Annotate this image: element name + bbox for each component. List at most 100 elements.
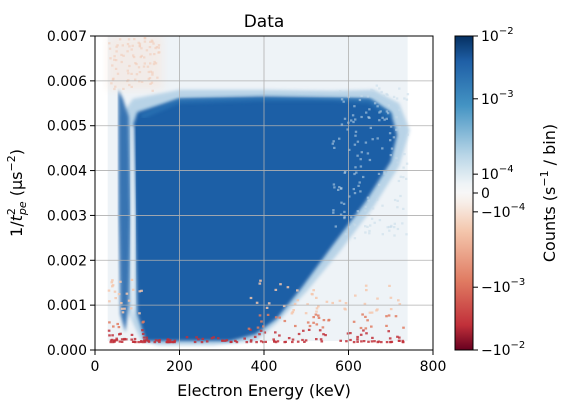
- heatmap-speck: [156, 76, 159, 79]
- heatmap-speck: [149, 82, 152, 85]
- heatmap-speck: [385, 324, 388, 327]
- heatmap-speck: [225, 339, 229, 342]
- heatmap-speck: [193, 340, 197, 344]
- heatmap-speck: [264, 340, 267, 343]
- heatmap-speck: [127, 72, 130, 75]
- colorbar-label-main: Counts (s: [540, 187, 559, 263]
- heatmap-speck: [358, 98, 362, 102]
- heatmap-speck: [107, 289, 111, 292]
- heatmap-speck: [126, 43, 130, 46]
- heatmap-speck: [109, 341, 113, 344]
- heatmap-speck: [262, 341, 265, 344]
- heatmap-speck: [249, 328, 252, 331]
- heatmap-speck: [108, 300, 111, 303]
- colorbar-tick-label: −10−2: [481, 340, 525, 359]
- heatmap-speck: [157, 46, 160, 49]
- heatmap-speck: [360, 340, 363, 343]
- heatmap-speck: [286, 286, 290, 289]
- heatmap-speck: [143, 62, 146, 65]
- heatmap-speck: [245, 341, 249, 344]
- heatmap-main-lobe: [133, 96, 398, 341]
- heatmap-speck: [315, 310, 318, 313]
- heatmap-speck: [344, 302, 348, 305]
- heatmap-negative-speckles: [107, 37, 410, 344]
- heatmap-speck: [406, 133, 409, 136]
- heatmap-speck: [296, 340, 300, 343]
- heatmap-speck: [324, 334, 327, 337]
- heatmap-speck: [378, 111, 381, 114]
- heatmap-speck: [395, 128, 398, 131]
- heatmap-speck: [114, 297, 117, 300]
- heatmap-speck: [378, 119, 381, 122]
- colorbar-tick-exp: −4: [499, 164, 514, 175]
- x-tick-label: 0: [91, 359, 100, 375]
- heatmap-speck: [125, 338, 128, 341]
- heatmap-speck: [318, 329, 322, 332]
- heatmap-speck: [359, 333, 363, 336]
- heatmap-speck: [212, 336, 215, 339]
- heatmap-speck: [122, 338, 126, 341]
- heatmap-speck: [388, 132, 392, 135]
- heatmap-speck: [131, 288, 135, 291]
- colorbar-tick-base: −10: [481, 343, 511, 359]
- heatmap-speck: [130, 278, 134, 281]
- heatmap-speck: [397, 299, 400, 302]
- heatmap-speck: [403, 153, 406, 156]
- heatmap-speck: [368, 116, 371, 119]
- heatmap-speck: [185, 336, 189, 339]
- heatmap-speck: [352, 120, 355, 124]
- heatmap-speck: [364, 327, 368, 330]
- heatmap-speck: [260, 320, 263, 323]
- heatmap-speck: [147, 70, 150, 74]
- heatmap-speck: [321, 326, 325, 329]
- heatmap-speck: [158, 51, 161, 54]
- heatmap-speck: [263, 331, 267, 334]
- heatmap-speck: [315, 338, 318, 341]
- heatmap-speck: [368, 232, 371, 235]
- heatmap-speck: [317, 314, 320, 317]
- heatmap-speck: [352, 320, 356, 323]
- heatmap-speck: [376, 105, 379, 108]
- heatmap-speck: [293, 302, 297, 305]
- heatmap-speck: [385, 315, 388, 318]
- heatmap-speck: [362, 329, 365, 332]
- heatmap-speck: [349, 332, 352, 335]
- heatmap-speck: [354, 294, 357, 297]
- heatmap-speck: [386, 112, 390, 115]
- heatmap-speck: [279, 283, 282, 286]
- heatmap-speck: [317, 305, 320, 308]
- heatmap-speck: [108, 321, 111, 324]
- heatmap-speck: [267, 302, 271, 305]
- colorbar-tick-exp: −2: [499, 26, 514, 37]
- heatmap-speck: [366, 319, 369, 322]
- heatmap-speck: [367, 199, 370, 202]
- heatmap-speck: [140, 54, 143, 57]
- heatmap-speck: [370, 311, 374, 314]
- heatmap-speck: [389, 139, 392, 142]
- heatmap-speck: [344, 170, 347, 173]
- heatmap-speck: [392, 95, 396, 98]
- heatmap-speck: [276, 340, 280, 343]
- heatmap-speck: [143, 56, 146, 59]
- heatmap-speck: [266, 313, 270, 316]
- heatmap-speck: [389, 125, 393, 128]
- heatmap-speck: [302, 329, 305, 332]
- heatmap-speck: [315, 307, 319, 310]
- colorbar-tick-base: 10: [481, 92, 499, 108]
- heatmap-speck: [157, 44, 161, 47]
- colorbar-tick-exp: −4: [511, 202, 526, 213]
- heatmap-speck: [388, 284, 391, 287]
- heatmap-speck: [347, 226, 351, 229]
- heatmap-speck: [129, 307, 133, 310]
- heatmap-speck: [173, 341, 176, 344]
- heatmap-speck: [152, 63, 156, 66]
- heatmap-speck: [370, 325, 373, 328]
- heatmap-speck: [297, 332, 301, 336]
- heatmap-speck: [168, 339, 172, 342]
- heatmap-speck: [331, 301, 334, 305]
- heatmap-left-streak: [118, 89, 131, 333]
- y-tick-label: 0.000: [47, 343, 87, 359]
- heatmap: [107, 36, 410, 346]
- heatmap-speck: [152, 42, 155, 45]
- heatmap-speck: [325, 300, 329, 303]
